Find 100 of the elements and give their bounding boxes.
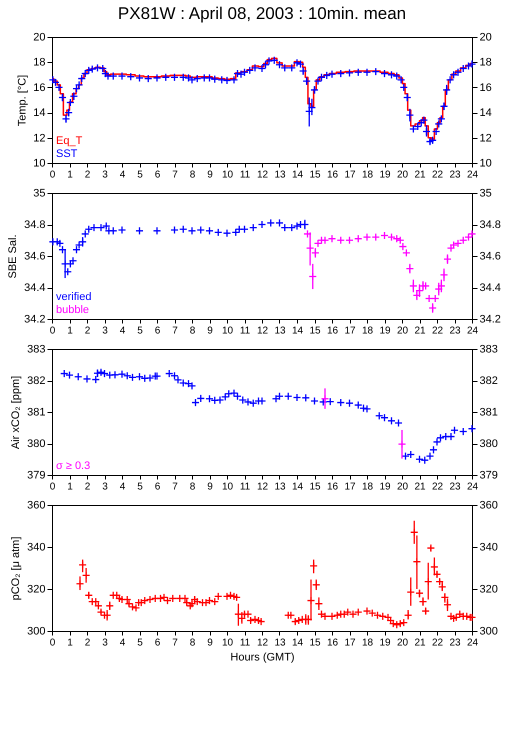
x-tick-label: 7	[172, 326, 178, 336]
x-tick-label: 10	[222, 326, 234, 336]
point	[214, 228, 222, 237]
y-tick-label: 380	[27, 438, 46, 450]
x-tick-label: 21	[414, 482, 426, 492]
x-tick-label: 2	[84, 638, 91, 648]
y-axis-title: Temp. [°C]	[16, 74, 28, 126]
x-tick-label: 13	[274, 170, 286, 180]
y-tick-label: 35	[33, 188, 46, 200]
y2-tick-label: 34.6	[480, 250, 501, 262]
y2-tick-label: 34.8	[480, 219, 501, 231]
x-axis-title: Hours (GMT)	[230, 652, 295, 664]
x-tick-label: 18	[362, 482, 374, 492]
point	[152, 226, 162, 235]
y-tick-label: 340	[27, 542, 46, 554]
x-tick-label: 0	[50, 638, 56, 648]
y-axis-title: Air xCO₂ [ppm]	[10, 376, 22, 450]
x-tick-label: 22	[432, 482, 444, 492]
point	[96, 223, 106, 232]
x-tick-label: 17	[344, 482, 356, 492]
point	[222, 228, 232, 238]
x-tick-label: 1	[67, 326, 74, 336]
x-tick-label: 16	[326, 482, 338, 492]
point	[53, 238, 62, 246]
text: SST	[56, 148, 78, 160]
x-tick-label: 11	[240, 326, 251, 336]
x-tick-label: 1	[67, 170, 74, 180]
x-tick-label: 6	[154, 326, 161, 336]
point	[372, 232, 380, 242]
x-tick-label: 21	[414, 170, 426, 180]
x-tick-label: 12	[256, 170, 268, 180]
x-tick-label: 14	[292, 326, 304, 336]
x-tick-label: 14	[292, 638, 304, 648]
x-tick-label: 11	[240, 638, 251, 648]
x-tick-label: 1	[67, 638, 74, 648]
x-tick-label: 9	[207, 638, 214, 648]
y2-tick-label: 382	[480, 375, 498, 387]
x-tick-label: 23	[449, 326, 461, 336]
y-axis-title: SBE Sal.	[7, 234, 20, 279]
x-tick-label: 15	[309, 170, 321, 180]
point	[235, 225, 244, 234]
point	[249, 223, 258, 232]
x-tick-label: 16	[326, 170, 338, 180]
y2-tick-label: 35	[480, 188, 492, 200]
x-tick-label: 24	[466, 482, 478, 492]
point	[464, 232, 473, 242]
x-tick-label: 7	[172, 170, 178, 180]
point	[303, 230, 312, 238]
x-tick-label: 1	[67, 482, 74, 492]
point	[354, 234, 362, 243]
point	[328, 234, 336, 243]
x-tick-label: 5	[137, 170, 144, 180]
point	[90, 223, 98, 232]
x-tick-label: 11	[240, 482, 251, 492]
y-tick-label: 360	[27, 500, 46, 512]
point	[118, 226, 126, 234]
y2-tick-label: 340	[480, 542, 498, 554]
point	[288, 223, 296, 232]
y-tick-label: 34.4	[24, 282, 46, 294]
x-tick-label: 14	[292, 482, 304, 492]
y-tick-label: 382	[27, 375, 46, 387]
x-tick-label: 15	[309, 482, 321, 492]
x-tick-label: 23	[449, 638, 461, 648]
y2-tick-label: 383	[480, 344, 498, 356]
point	[258, 220, 266, 229]
point	[345, 236, 354, 244]
y2-tick-label: 381	[480, 406, 498, 418]
x-tick-label: 15	[309, 638, 321, 648]
x-tick-label: 2	[84, 326, 91, 336]
x-tick-label: 24	[466, 638, 478, 648]
x-tick-label: 3	[102, 482, 108, 492]
x-tick-label: 24	[466, 326, 478, 336]
y-tick-label: 320	[27, 584, 46, 596]
y2-tick-label: 360	[480, 500, 498, 512]
point	[205, 226, 214, 235]
y2-tick-label: 10	[480, 158, 492, 170]
x-tick-label: 19	[379, 638, 391, 648]
y-tick-label: 379	[27, 470, 46, 482]
x-tick-label: 13	[274, 326, 286, 336]
x-tick-label: 0	[50, 170, 56, 180]
y2-tick-label: 379	[480, 470, 498, 482]
x-tick-label: 2	[84, 482, 91, 492]
x-tick-label: 18	[362, 638, 374, 648]
x-tick-label: 3	[102, 638, 108, 648]
point	[446, 244, 456, 252]
y-tick-label: 383	[27, 344, 46, 356]
x-tick-label: 2	[84, 170, 91, 180]
x-tick-label: 9	[207, 482, 214, 492]
x-tick-label: 10	[222, 482, 234, 492]
x-tick-label: 19	[379, 326, 391, 336]
x-tick-label: 6	[154, 638, 161, 648]
x-tick-label: 11	[240, 170, 251, 180]
y2-tick-label: 14	[480, 107, 492, 120]
point	[380, 231, 389, 240]
x-tick-label: 5	[137, 482, 144, 492]
y2-tick-label: 380	[480, 438, 498, 450]
y2-tick-label: 34.2	[480, 314, 501, 326]
point	[336, 236, 345, 244]
x-tick-label: 7	[172, 482, 178, 492]
y2-tick-label: 18	[480, 56, 492, 69]
